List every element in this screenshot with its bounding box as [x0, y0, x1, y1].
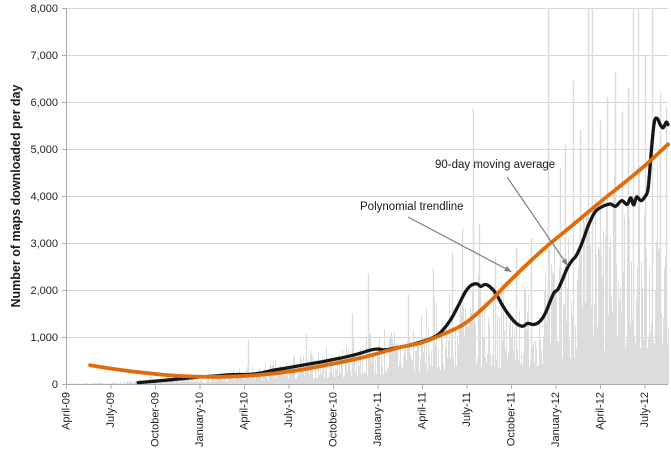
annotation-arrows	[407, 176, 568, 272]
trendline-curve	[88, 142, 670, 379]
x-tick-label: July-12	[639, 392, 651, 427]
x-tick-label: April-09	[61, 392, 73, 430]
y-axis-labels: 0 1,000 2,000 3,000 4,000 5,000 6,000 7,000 8,00…	[30, 3, 58, 391]
x-tick-label: January-11	[372, 392, 384, 446]
y-tick-label: 5,000	[30, 144, 58, 156]
x-tick-label: April-11	[417, 392, 429, 429]
annotation-trendline: Polynomial trendline	[360, 201, 464, 213]
y-tick-label: 7,000	[30, 50, 58, 62]
x-tick-label: April-10	[239, 392, 251, 430]
moving-average-line	[136, 116, 670, 385]
x-tick-label: April-12	[595, 392, 607, 430]
annotation-moving-average: 90-day moving average	[435, 159, 556, 171]
y-tick-label: 1,000	[30, 332, 58, 344]
x-axis-labels: April-09 July-09 October-09 January-10 April…	[61, 384, 651, 447]
x-tick-label: October-09	[150, 392, 162, 447]
gridlines	[62, 8, 668, 385]
x-tick-label: January-12	[550, 392, 562, 447]
y-tick-label: 2,000	[30, 285, 58, 297]
x-tick-label: July-10	[283, 392, 295, 427]
y-tick-label: 3,000	[30, 238, 58, 250]
x-tick-label: July-11	[461, 392, 473, 427]
x-tick-label: October-10	[328, 392, 340, 447]
y-tick-label: 8,000	[30, 3, 58, 15]
x-tick-label: January-10	[194, 392, 206, 447]
x-tick-label: July-09	[105, 392, 117, 427]
y-tick-label: 0	[52, 379, 58, 391]
y-tick-label: 6,000	[30, 97, 58, 109]
x-tick-label: October-11	[506, 392, 518, 446]
axes	[62, 8, 668, 385]
y-tick-label: 4,000	[30, 191, 58, 203]
y-axis-title: Number of maps downloaded per day	[9, 84, 23, 308]
